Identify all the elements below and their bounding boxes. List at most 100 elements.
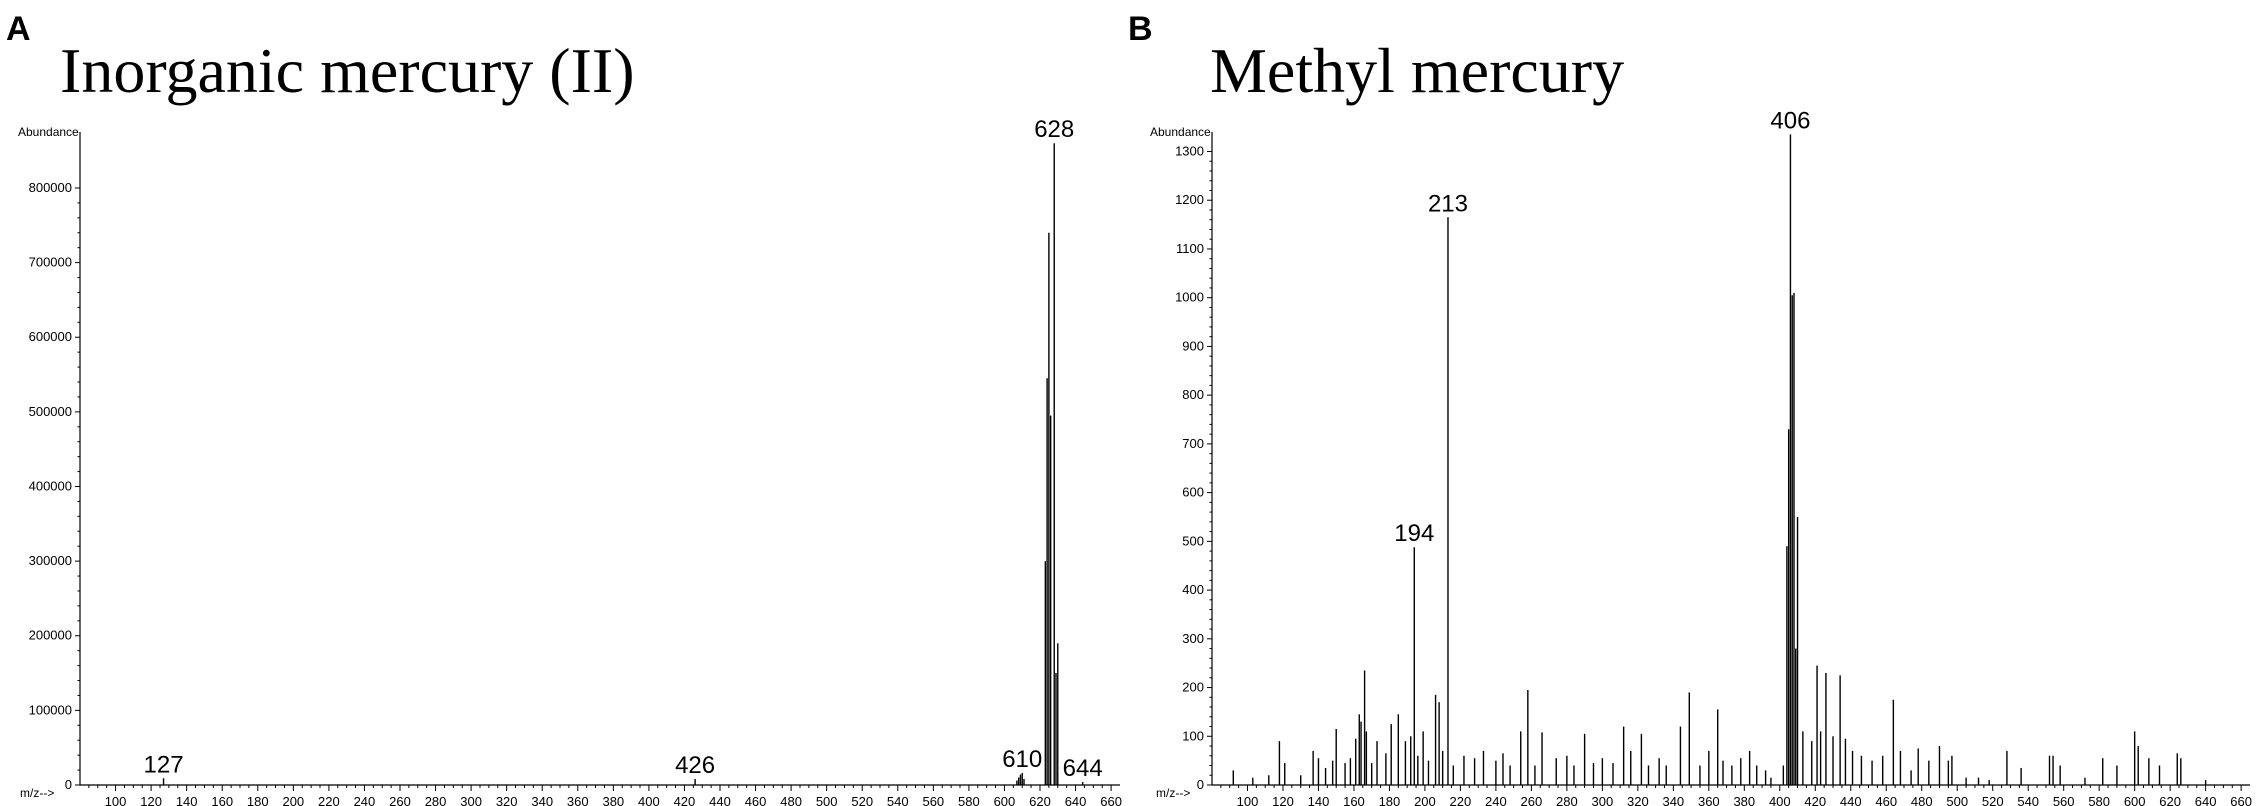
panel-a-y-ticks: 0 100000 200000 300000 400000 500000 600000 700… [29, 180, 80, 792]
panel-a-x-tick-label: 420 [674, 794, 696, 806]
panel-b-y-tick-label: 1300 [1175, 143, 1204, 158]
panel-a-peak-label: 610 [1002, 746, 1042, 773]
panel-a-x-tick-label: 480 [780, 794, 802, 806]
panel-b-y-tick-label: 0 [1197, 777, 1204, 792]
panel-b-x-tick-label: 200 [1414, 794, 1436, 806]
panel-b-y-tick-label: 1000 [1175, 290, 1204, 305]
panel-b-peak-label: 406 [1770, 107, 1810, 134]
panel-a-peak-label: 628 [1034, 116, 1074, 143]
panel-b-x-tick-label: 460 [1875, 794, 1897, 806]
panel-a-x-ticks: 100 120 140 160 180 200 220 240 260 280 300 320 340 3… [88, 785, 1122, 806]
panel-b-peak-label: 213 [1428, 190, 1468, 217]
panel-a-y-tick-label: 200000 [29, 628, 72, 643]
panel-b-peak-label: 194 [1394, 520, 1434, 547]
panel-b-x-tick-label: 620 [2159, 794, 2181, 806]
panel-b-x-tick-label: 540 [2017, 794, 2039, 806]
panel-b-y-tick-label: 1100 [1176, 241, 1204, 256]
panel-b-x-tick-label: 420 [1804, 794, 1826, 806]
panel-b-x-tick-label: 240 [1485, 794, 1507, 806]
panel-a-x-tick-label: 300 [460, 794, 482, 806]
panel-a-peak-label: 426 [675, 752, 715, 779]
panel-a-x-tick-label: 120 [140, 794, 162, 806]
panel-a-x-tick-label: 100 [105, 794, 127, 806]
panel-a-letter: A [6, 10, 31, 48]
panel-a-y-tick-label: 100000 [29, 702, 72, 717]
panel-b-x-tick-label: 600 [2124, 794, 2146, 806]
panel-b-y-tick-label: 600 [1182, 485, 1204, 500]
panel-a-x-tick-label: 220 [318, 794, 340, 806]
panel-a-x-tick-label: 320 [496, 794, 518, 806]
panel-a-peak-label: 644 [1063, 755, 1103, 782]
panel-a-y-tick-label: 500000 [29, 404, 72, 419]
panel-a-ylabel: Abundance [18, 125, 79, 139]
panel-b-y-tick-label: 100 [1182, 728, 1204, 743]
panel-a-y-tick-label: 800000 [29, 180, 72, 195]
panel-b-y-tick-label: 900 [1182, 338, 1204, 353]
panel-a-y-tick-label: 300000 [29, 553, 72, 568]
panel-b-y-ticks: 0 100 200 300 400 500 600 700 800 900 1000 1100 1200… [1175, 143, 1212, 792]
panel-b-ylabel: Abundance [1150, 125, 1211, 139]
panel-b-y-tick-label: 700 [1182, 436, 1204, 451]
panel-a-peak-labels: 127 426 610 628 644 [144, 116, 1103, 782]
panel-a-x-tick-label: 380 [602, 794, 624, 806]
panel-b-x-tick-label: 340 [1662, 794, 1684, 806]
panel-b-peak-labels: 194 213 406 [1394, 107, 1810, 547]
panel-b-x-tick-label: 280 [1556, 794, 1578, 806]
panel-a-x-tick-label: 340 [531, 794, 553, 806]
panel-a-x-tick-label: 280 [425, 794, 447, 806]
panel-a-y-tick-label: 0 [65, 777, 72, 792]
panel-b-x-tick-label: 480 [1911, 794, 1933, 806]
panel-a-peaks [162, 143, 1084, 785]
panel-b-x-ticks: 100 120 140 160 180 200 220 240 260 280 300 320 340 3… [1220, 785, 2252, 806]
panel-b-x-tick-label: 520 [1982, 794, 2004, 806]
panel-b-x-tick-label: 160 [1343, 794, 1365, 806]
panel-b-title: Methyl mercury [1210, 35, 1624, 106]
panel-b-xlabel: m/z--> [1156, 786, 1190, 800]
panel-b-y-tick-label: 800 [1182, 387, 1204, 402]
panel-b-x-tick-label: 120 [1272, 794, 1294, 806]
panel-a-x-tick-label: 460 [745, 794, 767, 806]
panel-b-x-tick-label: 660 [2230, 794, 2252, 806]
panel-a-y-tick-label: 400000 [29, 478, 72, 493]
panel-b-y-tick-label: 400 [1182, 582, 1204, 597]
panel-a-x-tick-label: 240 [354, 794, 376, 806]
panel-b-x-tick-label: 560 [2053, 794, 2075, 806]
panel-a-x-tick-label: 600 [994, 794, 1016, 806]
panel-a-x-tick-label: 660 [1100, 794, 1122, 806]
panel-b-x-tick-label: 400 [1769, 794, 1791, 806]
panel-a-x-tick-label: 540 [887, 794, 909, 806]
panel-a-y-tick-label: 600000 [29, 329, 72, 344]
panel-a-x-tick-label: 440 [709, 794, 731, 806]
panel-a-xlabel: m/z--> [20, 786, 54, 800]
panel-b-x-tick-label: 500 [1946, 794, 1968, 806]
panel-b-x-tick-label: 640 [2195, 794, 2217, 806]
panel-b-x-tick-label: 260 [1521, 794, 1543, 806]
panel-a-axes [79, 132, 1120, 786]
panel-b-x-tick-label: 440 [1840, 794, 1862, 806]
panel-b-y-tick-label: 1200 [1175, 192, 1204, 207]
panel-b-x-tick-label: 580 [2088, 794, 2110, 806]
panel-a-x-tick-label: 580 [958, 794, 980, 806]
panel-a-title: Inorganic mercury (II) [60, 35, 635, 106]
panel-b-y-tick-label: 500 [1182, 533, 1204, 548]
panel-a-y-tick-label: 700000 [29, 255, 72, 270]
panel-b-x-tick-label: 220 [1450, 794, 1472, 806]
panel-b-y-tick-label: 300 [1182, 631, 1204, 646]
panel-a-x-tick-label: 160 [211, 794, 233, 806]
panel-a-x-tick-label: 620 [1029, 794, 1051, 806]
panel-a-x-tick-label: 260 [389, 794, 411, 806]
panel-b-axes [1211, 132, 2250, 786]
panel-a-x-tick-label: 520 [851, 794, 873, 806]
panel-a-x-tick-label: 360 [567, 794, 589, 806]
panel-b-x-tick-label: 180 [1379, 794, 1401, 806]
panel-b-y-tick-label: 200 [1182, 680, 1204, 695]
panel-a-x-tick-label: 640 [1065, 794, 1087, 806]
panel-a-x-tick-label: 140 [176, 794, 198, 806]
panel-a-x-tick-label: 560 [922, 794, 944, 806]
panel-b-x-tick-label: 300 [1592, 794, 1614, 806]
panel-a-peak-label: 127 [144, 751, 184, 778]
panel-b-letter: B [1128, 10, 1153, 48]
panel-a-x-tick-label: 200 [282, 794, 304, 806]
panel-a-x-tick-label: 180 [247, 794, 269, 806]
panel-b-x-tick-label: 140 [1308, 794, 1330, 806]
